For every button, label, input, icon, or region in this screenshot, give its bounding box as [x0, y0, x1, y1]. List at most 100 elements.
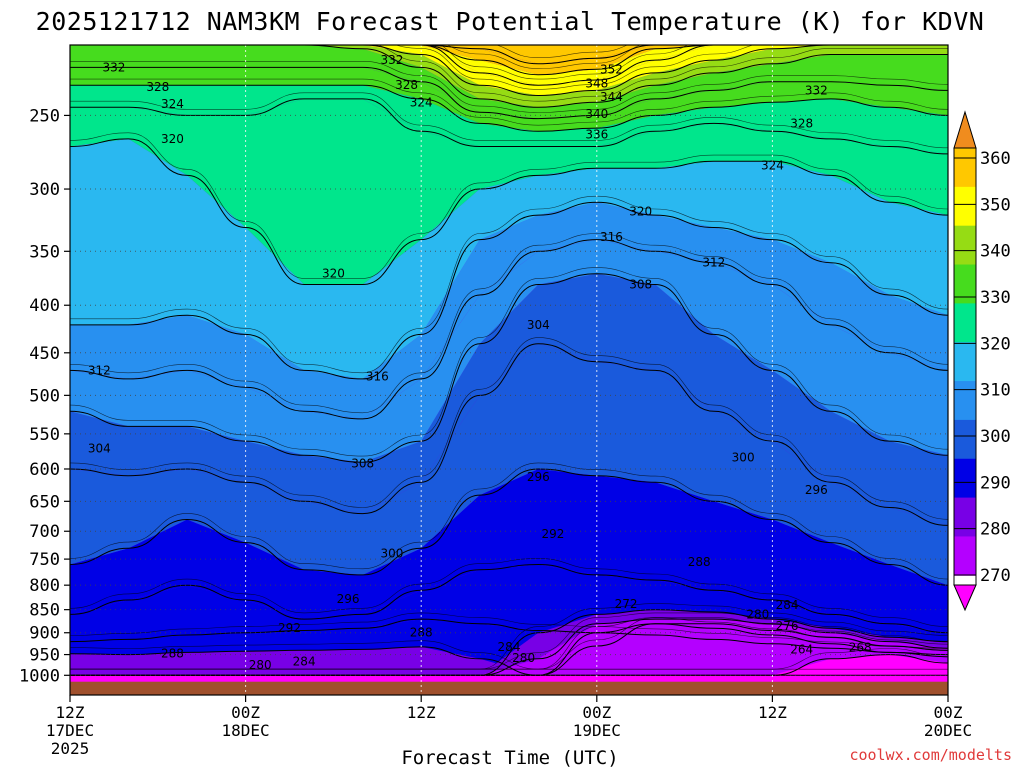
y-tick-label-250: 250	[29, 106, 60, 126]
colorbar-band-9	[954, 497, 976, 537]
contour-label-296-31: 296	[527, 470, 550, 484]
isentrope-minor-316	[70, 195, 948, 374]
y-tick-label-550: 550	[29, 425, 60, 445]
plot-frame	[69, 44, 949, 696]
x-tick-label-36-0: 00Z	[582, 703, 611, 722]
colorbar-label-340: 340	[980, 242, 1011, 262]
theta-band-340	[70, 45, 948, 96]
theta-band-344	[70, 45, 948, 86]
isentrope-344	[70, 45, 948, 86]
colorbar-label-280: 280	[980, 520, 1011, 540]
x-tick-label-12-0: 00Z	[231, 703, 260, 722]
isentrope-312	[70, 239, 948, 420]
isentrope-minor-324	[70, 92, 948, 149]
contour-label-284-20: 284	[498, 640, 521, 654]
contour-label-288-15: 288	[161, 647, 184, 661]
theta-band-328	[70, 67, 948, 132]
isentrope-minor-332	[70, 61, 948, 113]
y-tick-label-450: 450	[29, 344, 60, 364]
colorbar-label-360: 360	[980, 149, 1011, 169]
colorbar-label-350: 350	[980, 195, 1011, 215]
y-tick-label-300: 300	[29, 180, 60, 200]
isentrope-328	[70, 84, 948, 132]
contour-label-332-42: 332	[805, 83, 828, 97]
contour-label-272-36: 272	[615, 597, 638, 611]
theta-band-320	[70, 98, 948, 285]
contour-label-328-5: 328	[395, 78, 418, 92]
contour-label-284-37: 284	[776, 598, 799, 612]
colorbar-legend: 360 350 340 330 320 310 300 290 280 270	[953, 110, 1011, 612]
contour-label-288-33: 288	[688, 555, 711, 569]
colorbar-band-4	[954, 303, 976, 343]
contour-label-284-17: 284	[293, 654, 316, 668]
x-tick-label-0-0: 12Z	[56, 703, 85, 722]
isentrope-contours	[70, 45, 948, 676]
isentrope-292	[70, 618, 948, 656]
y-tick-label-500: 500	[29, 386, 60, 406]
contour-label-332-4: 332	[380, 53, 403, 67]
isentrope-minor-348	[446, 45, 642, 69]
ground-surface	[70, 681, 948, 695]
y-tick-label-350: 350	[29, 242, 60, 262]
isentrope-296	[70, 563, 948, 634]
colorbar-label-320: 320	[980, 334, 1011, 354]
colorbar-band-8	[954, 458, 976, 499]
y-tick-label-900: 900	[29, 624, 60, 644]
contour-label-300-34: 300	[732, 450, 755, 464]
y-axis-pressure: 250 300 350 400 450 500 550 600 650 700 750 800 850 9…	[19, 106, 70, 686]
isentrope-304	[70, 343, 948, 526]
contour-label-320-26: 320	[629, 204, 652, 218]
contour-label-348-22: 348	[585, 76, 608, 90]
colorbar-band-6	[954, 381, 976, 421]
colorbar-label-270: 270	[980, 566, 1011, 586]
isentrope-340	[70, 45, 948, 97]
y-tick-label-950: 950	[29, 646, 60, 666]
theta-band-312	[70, 202, 948, 419]
colorbar-bottom-arrow	[953, 584, 977, 612]
contour-label-296-13: 296	[337, 592, 360, 606]
isentrope-minor-352	[495, 45, 628, 59]
contour-label-280-19: 280	[512, 651, 535, 665]
isentrope-332	[70, 66, 948, 120]
colorbar-band-2	[954, 225, 976, 266]
x-tick-label-60-1: 20DEC	[924, 721, 972, 740]
isentrope-288	[70, 646, 948, 676]
y-tick-label-800: 800	[29, 576, 60, 596]
x-axis-title: Forecast Time (UTC)	[401, 747, 618, 768]
theta-band-352	[70, 45, 948, 64]
contour-label-336-25: 336	[585, 127, 608, 141]
contour-label-308-28: 308	[629, 278, 652, 292]
chart-title: 2025121712 NAM3KM Forecast Potential Tem…	[36, 7, 985, 36]
isentrope-minor-292	[70, 612, 948, 649]
isentrope-minor-320	[70, 132, 948, 279]
isentrope-minor-344	[440, 45, 689, 80]
contour-label-324-44: 324	[761, 158, 784, 172]
contour-label-328-43: 328	[790, 116, 813, 130]
contour-label-344-23: 344	[600, 90, 623, 104]
contour-label-312-9: 312	[88, 363, 111, 377]
contour-label-324-2: 324	[161, 97, 184, 111]
theta-band-332	[70, 45, 948, 119]
contour-label-300-12: 300	[380, 547, 403, 561]
colorbar-band-0	[954, 148, 976, 188]
theta-band-316	[70, 138, 948, 379]
isentrope-320	[70, 138, 948, 285]
colorbar-band-5	[954, 342, 976, 382]
contour-label-304-29: 304	[527, 318, 550, 332]
theta-band-300	[70, 343, 948, 586]
contour-label-292-14: 292	[278, 621, 301, 635]
contour-label-352-21: 352	[600, 62, 623, 76]
contour-labels: 332 328 324 320 332 328 324 320 316 312 304 308 300 2…	[88, 53, 872, 672]
isentrope-minor-300	[70, 462, 948, 580]
x-tick-label-0-2: 2025	[51, 739, 90, 758]
ground-fill	[70, 681, 948, 695]
contour-label-276-39: 276	[776, 619, 799, 633]
colorbar-frame	[953, 147, 977, 586]
colorbar-label-330: 330	[980, 288, 1011, 308]
x-tick-label-60-0: 00Z	[934, 703, 963, 722]
theta-band-348	[70, 45, 948, 75]
contour-label-328-1: 328	[146, 80, 169, 94]
x-tick-label-12-1: 18DEC	[222, 721, 270, 740]
